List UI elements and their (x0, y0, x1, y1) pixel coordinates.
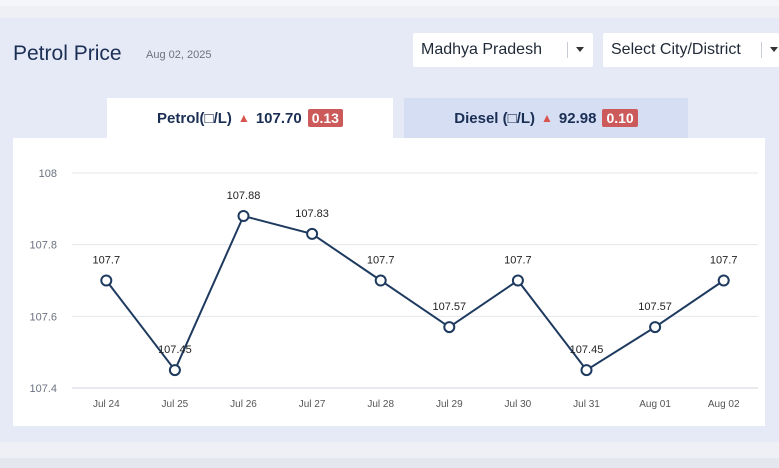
data-label: 107.83 (295, 208, 329, 220)
data-label: 107.45 (570, 344, 604, 356)
select-divider (761, 42, 762, 58)
data-label: 107.7 (367, 255, 395, 267)
tab-petrol[interactable]: Petrol(□/L) ▲ 107.70 0.13 (107, 98, 393, 138)
up-arrow-icon: ▲ (541, 111, 553, 125)
price-line-chart: 108 107.8 107.6 107.4 Jul 24 Jul 25 Jul 26 Jul … (29, 168, 758, 410)
x-tick-label: Jul 24 (93, 399, 120, 410)
x-tick-label: Jul 26 (230, 399, 257, 410)
change-badge: 0.10 (602, 109, 638, 127)
data-point (717, 274, 730, 287)
change-badge: 0.13 (307, 109, 343, 127)
tab-diesel-price: 92.98 (558, 109, 597, 127)
tab-diesel-label: Diesel (□/L) (454, 109, 536, 127)
page-title: Petrol Price (13, 42, 122, 65)
x-tick-label: Jul 27 (299, 399, 326, 410)
x-tick-label: Jul 29 (436, 399, 463, 410)
data-point (649, 321, 662, 334)
tab-petrol-price: 107.70 (255, 109, 302, 127)
data-label: 107.7 (710, 255, 738, 267)
state-select[interactable]: Madhya Pradesh (413, 33, 593, 67)
data-point (580, 364, 593, 377)
data-label: 107.7 (93, 255, 121, 267)
price-date: Aug 02, 2025 (146, 49, 212, 61)
state-select-value: Madhya Pradesh (421, 41, 542, 58)
x-tick-label: Jul 25 (162, 399, 189, 410)
data-point (100, 274, 113, 287)
data-label: 107.45 (158, 344, 192, 356)
x-tick-label: Jul 30 (505, 399, 532, 410)
x-tick-label: Jul 31 (573, 399, 600, 410)
data-point (374, 274, 387, 287)
y-tick-label: 107.8 (29, 240, 57, 252)
y-tick-label: 107.6 (29, 311, 57, 323)
x-tick-label: Aug 01 (639, 399, 671, 410)
bottom-strip (0, 458, 779, 468)
y-tick-label: 107.4 (29, 383, 57, 395)
data-label: 107.57 (432, 301, 466, 313)
tab-petrol-label: Petrol(□/L) (157, 109, 232, 127)
data-label: 107.7 (504, 255, 532, 267)
chevron-down-icon (770, 47, 778, 52)
y-tick-label: 108 (39, 168, 57, 180)
city-select-value: Select City/District (611, 41, 741, 58)
data-point (443, 321, 456, 334)
city-select[interactable]: Select City/District (603, 33, 779, 67)
data-point (168, 364, 181, 377)
data-label: 107.57 (638, 301, 672, 313)
price-chart-card: 108 107.8 107.6 107.4 Jul 24 Jul 25 Jul 26 Jul … (13, 138, 765, 426)
chevron-down-icon (576, 47, 584, 52)
data-label: 107.88 (227, 190, 261, 202)
data-point (306, 227, 319, 240)
x-tick-label: Jul 28 (367, 399, 394, 410)
x-tick-label: Aug 02 (708, 399, 740, 410)
top-strip (0, 0, 779, 6)
data-point (237, 210, 250, 222)
up-arrow-icon: ▲ (237, 111, 250, 125)
tab-diesel[interactable]: Diesel (□/L) ▲ 92.98 0.10 (404, 98, 688, 138)
select-divider (567, 42, 568, 58)
series-line (105, 214, 725, 373)
data-point (511, 274, 524, 287)
